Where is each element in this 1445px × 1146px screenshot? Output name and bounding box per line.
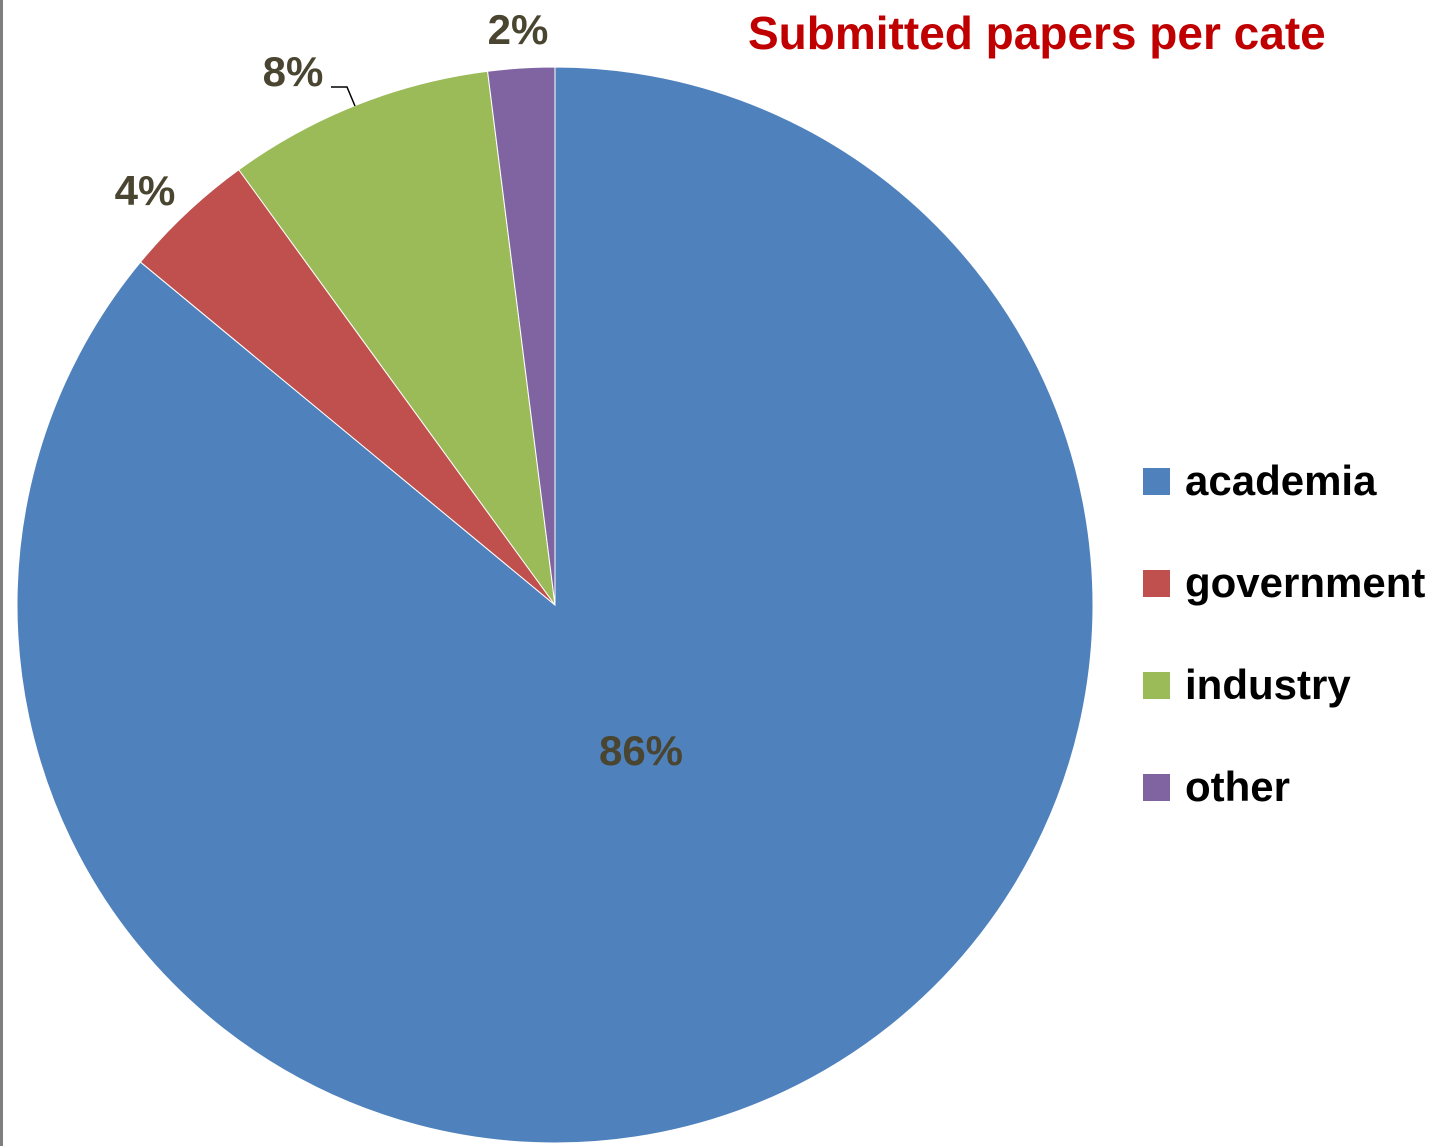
chart-title: Submitted papers per cate bbox=[748, 7, 1326, 59]
legend-label-industry: industry bbox=[1185, 661, 1351, 708]
data-label-other: 2% bbox=[488, 6, 549, 53]
pie-chart: 86% 4% 8% 2% bbox=[16, 6, 1094, 1144]
legend-item-industry: industry bbox=[1143, 634, 1425, 736]
legend-label-other: other bbox=[1185, 763, 1290, 810]
pie-slice-other bbox=[487, 66, 556, 606]
legend-item-academia: academia bbox=[1143, 430, 1425, 532]
legend: academia government industry other bbox=[1143, 430, 1425, 838]
data-label-industry: 8% bbox=[263, 48, 324, 95]
legend-label-academia: academia bbox=[1185, 457, 1377, 504]
leader-line-industry bbox=[331, 86, 356, 107]
legend-item-government: government bbox=[1143, 532, 1425, 634]
legend-swatch-academia bbox=[1143, 467, 1170, 495]
data-label-government: 4% bbox=[115, 167, 176, 214]
data-label-academia: 86% bbox=[599, 727, 683, 774]
legend-label-government: government bbox=[1185, 559, 1426, 606]
legend-swatch-government bbox=[1143, 569, 1170, 597]
legend-swatch-industry bbox=[1143, 671, 1170, 699]
legend-item-other: other bbox=[1143, 736, 1425, 838]
pie-slice-industry bbox=[238, 70, 556, 606]
legend-swatch-other bbox=[1143, 773, 1170, 801]
